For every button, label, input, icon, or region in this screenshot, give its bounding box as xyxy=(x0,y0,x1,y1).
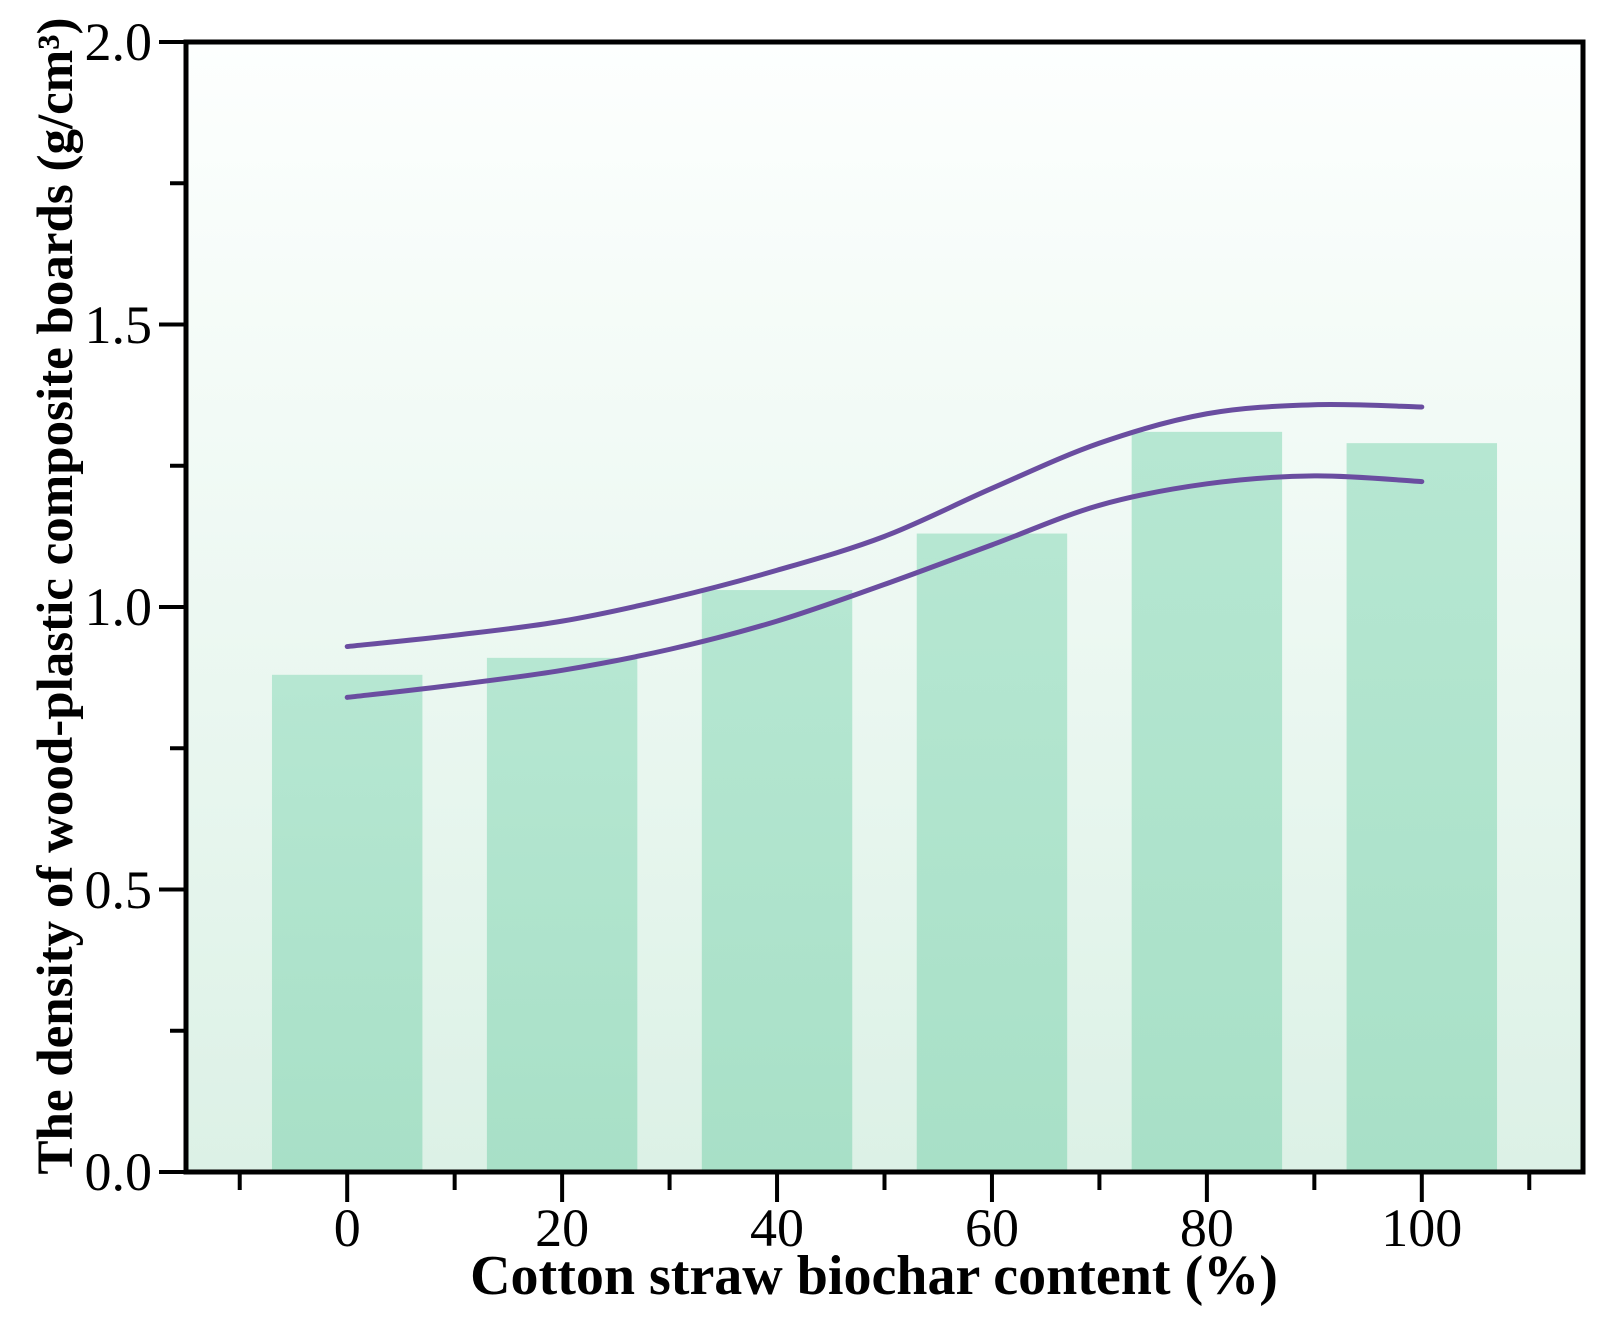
x-tick-label-80: 80 xyxy=(1179,1198,1234,1258)
y-tick-label-1.0: 1.0 xyxy=(84,577,153,637)
x-tick-label-60: 60 xyxy=(964,1198,1019,1258)
bar-60 xyxy=(916,533,1068,1172)
bar-0 xyxy=(271,674,423,1172)
x-tick-label-40: 40 xyxy=(750,1198,805,1258)
y-axis-title: The density of wood-plastic composite bo… xyxy=(28,17,84,1175)
bar-20 xyxy=(486,657,638,1172)
x-axis-title: Cotton straw biochar content (%) xyxy=(470,1245,1278,1307)
confidence-band-upper-line xyxy=(344,401,1425,650)
y-tick-label-0.5: 0.5 xyxy=(84,859,153,920)
bar-80 xyxy=(1131,431,1283,1173)
confidence-band-lower-line xyxy=(344,473,1425,700)
y-tick-label-2.0: 2.0 xyxy=(84,12,153,72)
bar-40 xyxy=(701,590,853,1172)
x-tick-label-100: 100 xyxy=(1381,1198,1463,1258)
x-tick-label-20: 20 xyxy=(535,1198,590,1258)
y-tick-label-0.0: 0.0 xyxy=(84,1142,153,1202)
bar-100 xyxy=(1346,443,1498,1172)
plot-frame xyxy=(183,39,1586,1175)
x-tick-label-0: 0 xyxy=(333,1198,361,1258)
y-tick-label-1.5: 1.5 xyxy=(84,294,153,355)
